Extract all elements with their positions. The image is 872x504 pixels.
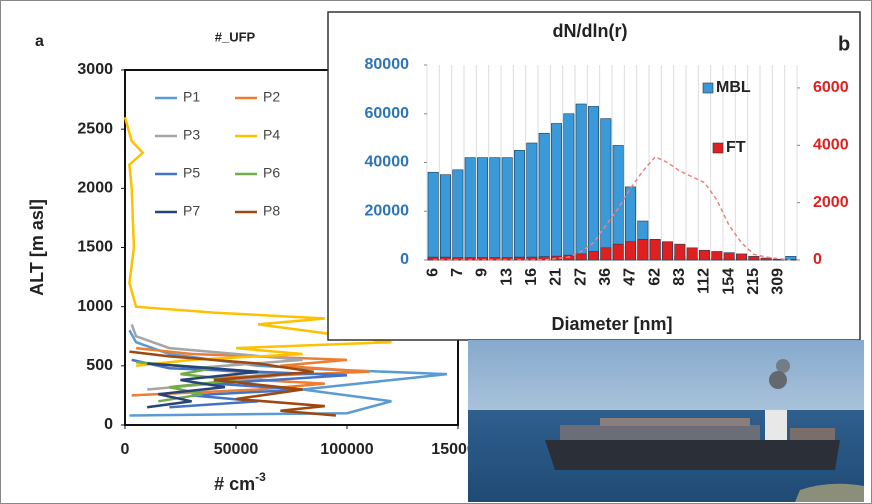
bar bbox=[551, 124, 561, 261]
y-tick-label: 3000 bbox=[77, 61, 113, 78]
bar bbox=[601, 248, 611, 260]
y-tick-label: 1500 bbox=[77, 239, 113, 256]
bar bbox=[761, 258, 771, 260]
x-tick-label: 100000 bbox=[320, 441, 373, 458]
x-tick-label: 27 bbox=[572, 268, 589, 286]
y-tick-label: 2000 bbox=[77, 180, 113, 197]
legend-label: P8 bbox=[263, 203, 280, 219]
bar bbox=[527, 143, 537, 260]
x-tick-label: 7 bbox=[449, 268, 466, 277]
bar bbox=[712, 251, 722, 260]
panel-label: b bbox=[838, 33, 850, 55]
x-tick-label: 0 bbox=[121, 441, 130, 458]
ship-containers bbox=[560, 425, 760, 440]
x-tick-label: 62 bbox=[646, 268, 663, 286]
bar bbox=[675, 244, 685, 260]
chart-title: #_UFP bbox=[215, 29, 256, 44]
x-tick-label: 13 bbox=[498, 268, 515, 286]
y-tick-label: 0 bbox=[400, 251, 409, 268]
bar bbox=[588, 251, 598, 260]
bar bbox=[613, 244, 623, 260]
bar bbox=[502, 158, 512, 260]
x-tick-label: 9 bbox=[474, 268, 491, 277]
x-tick-label: 83 bbox=[671, 268, 688, 286]
ship-containers bbox=[600, 418, 750, 426]
legend-label: P3 bbox=[183, 127, 200, 143]
ship-bridge bbox=[765, 410, 787, 440]
bar bbox=[477, 158, 487, 260]
bar bbox=[564, 114, 574, 260]
y-tick-label: 2500 bbox=[77, 120, 113, 137]
chart-title: dN/dln(r) bbox=[553, 21, 628, 41]
ship-photo bbox=[468, 340, 864, 502]
x-axis-title-sup: -3 bbox=[255, 470, 266, 484]
bar bbox=[514, 150, 524, 260]
bar bbox=[576, 104, 586, 260]
y2-tick-label: 2000 bbox=[813, 194, 849, 211]
x-tick-label: 16 bbox=[523, 268, 540, 286]
ship-smoke bbox=[776, 359, 790, 373]
bar bbox=[749, 256, 759, 260]
y-tick-label: 1000 bbox=[77, 298, 113, 315]
y-tick-label: 80000 bbox=[365, 56, 410, 73]
figure: a #_UFP 0 500 1000 1500 2000 2500 3000 0 50000 1000… bbox=[0, 0, 872, 504]
bar bbox=[699, 250, 709, 260]
y-tick-label: 60000 bbox=[365, 105, 410, 122]
bar bbox=[576, 254, 586, 260]
x-axis-title: Diameter [nm] bbox=[551, 314, 672, 334]
legend-label: P7 bbox=[183, 203, 200, 219]
y-tick-label: 40000 bbox=[365, 154, 410, 171]
legend-label: FT bbox=[726, 139, 746, 156]
bar bbox=[625, 242, 635, 260]
y2-tick-label: 6000 bbox=[813, 79, 849, 96]
y2-tick-label: 4000 bbox=[813, 137, 849, 154]
x-tick-label: 6 bbox=[424, 268, 441, 277]
bar bbox=[465, 158, 475, 260]
bar bbox=[650, 239, 660, 260]
bar bbox=[687, 248, 697, 260]
x-tick-label: 112 bbox=[696, 268, 713, 294]
bar bbox=[736, 254, 746, 260]
legend-swatch bbox=[713, 143, 723, 153]
y-axis-title: ALT [m asl] bbox=[27, 199, 47, 296]
bar bbox=[539, 133, 549, 260]
legend-label: MBL bbox=[716, 79, 751, 96]
legend-label: P5 bbox=[183, 165, 200, 181]
x-tick-label: 50000 bbox=[214, 441, 259, 458]
bar bbox=[662, 242, 672, 260]
ship-smoke bbox=[769, 371, 787, 389]
photo-sky bbox=[468, 340, 864, 410]
x-tick-label: 309 bbox=[770, 268, 787, 295]
panel-b: dN/dln(r) b 0 20000 40000 60000 80000 0 2000 4000… bbox=[328, 12, 860, 340]
bar bbox=[440, 175, 450, 260]
legend-label: P4 bbox=[263, 127, 280, 143]
ship-hull bbox=[545, 440, 840, 470]
x-tick-label: 215 bbox=[745, 268, 762, 295]
bar bbox=[428, 172, 438, 260]
y-tick-label: 20000 bbox=[365, 202, 410, 219]
x-tick-label: 47 bbox=[622, 268, 639, 286]
legend-swatch bbox=[703, 83, 713, 93]
bar bbox=[601, 119, 611, 260]
y-tick-label: 500 bbox=[86, 357, 113, 374]
bar bbox=[453, 170, 463, 260]
ship-containers bbox=[790, 428, 835, 440]
bar bbox=[724, 253, 734, 260]
x-tick-label: 36 bbox=[597, 268, 614, 286]
y2-tick-label: 0 bbox=[813, 251, 822, 268]
x-tick-label: 154 bbox=[720, 268, 737, 295]
x-axis-title-text: # cm bbox=[214, 474, 255, 494]
legend-label: P6 bbox=[263, 165, 280, 181]
legend-label: P2 bbox=[263, 89, 280, 105]
legend-label: P1 bbox=[183, 89, 200, 105]
panel-label: a bbox=[35, 33, 44, 50]
bar bbox=[638, 239, 648, 260]
y-tick-label: 0 bbox=[104, 416, 113, 433]
x-tick-label: 21 bbox=[548, 268, 565, 286]
bar bbox=[490, 158, 500, 260]
